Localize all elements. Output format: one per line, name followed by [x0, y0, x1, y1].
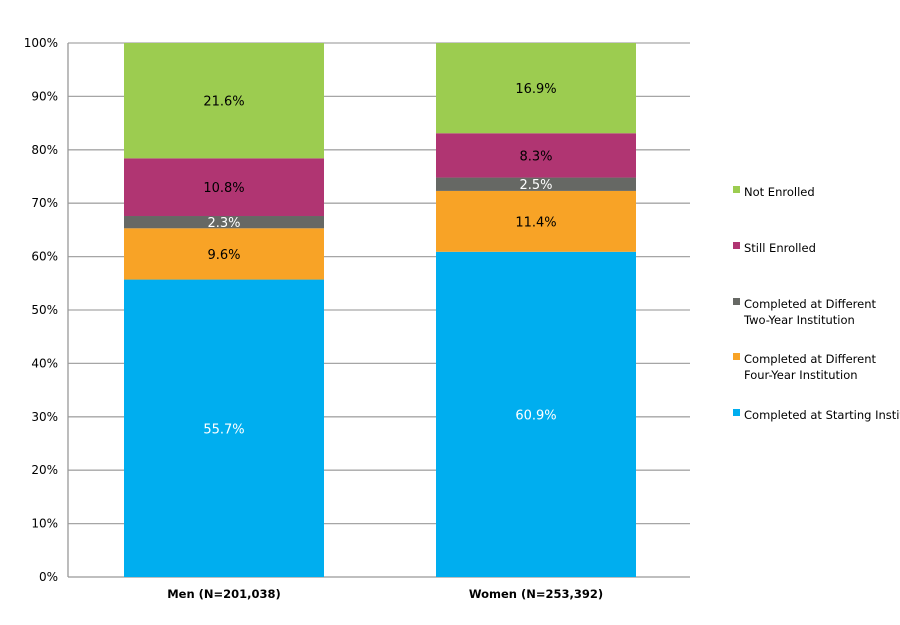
bar-segment: [436, 177, 636, 191]
bar-segment: [124, 216, 324, 229]
legend-swatch: [733, 409, 740, 416]
data-label: 8.3%: [519, 149, 552, 164]
data-label: 21.6%: [203, 95, 244, 110]
data-label: 2.5%: [519, 178, 552, 193]
legend-swatch: [733, 298, 740, 305]
data-label: 10.8%: [203, 181, 244, 196]
bar-segment: [124, 279, 324, 577]
y-tick-label: 60%: [31, 250, 58, 264]
x-category-label: Women (N=253,392): [469, 587, 603, 601]
data-label: 11.4%: [515, 215, 556, 230]
legend-label: Completed at Starting Institution: [744, 408, 900, 422]
bar-segment: [436, 133, 636, 178]
data-label: 55.7%: [203, 422, 244, 437]
data-label: 60.9%: [515, 408, 556, 423]
y-tick-label: 40%: [31, 356, 58, 370]
y-tick-label: 0%: [39, 570, 58, 584]
y-tick-label: 80%: [31, 143, 58, 157]
y-tick-label: 30%: [31, 410, 58, 424]
bar-segment: [124, 228, 324, 280]
bar-segment: [436, 43, 636, 134]
y-tick-label: 100%: [24, 36, 58, 50]
legend-label: Still Enrolled: [744, 241, 816, 255]
data-label: 9.6%: [207, 248, 240, 263]
y-tick-label: 20%: [31, 463, 58, 477]
bar-segment: [124, 158, 324, 217]
legend-swatch: [733, 242, 740, 249]
legend-label: Completed at Different: [744, 297, 876, 311]
y-tick-label: 10%: [31, 517, 58, 531]
y-tick-label: 90%: [31, 89, 58, 103]
bar-segment: [436, 190, 636, 252]
legend-label: Four-Year Institution: [744, 368, 858, 382]
legend-swatch: [733, 353, 740, 360]
legend-label: Not Enrolled: [744, 185, 815, 199]
bar-segment: [436, 251, 636, 577]
legend-swatch: [733, 186, 740, 193]
legend-label: Completed at Different: [744, 352, 876, 366]
x-category-label: Men (N=201,038): [167, 587, 281, 601]
data-label: 2.3%: [207, 216, 240, 231]
y-tick-label: 70%: [31, 196, 58, 210]
y-tick-label: 50%: [31, 303, 58, 317]
data-label: 16.9%: [515, 82, 556, 97]
bar-segment: [124, 43, 324, 159]
legend-label: Two-Year Institution: [743, 313, 855, 327]
